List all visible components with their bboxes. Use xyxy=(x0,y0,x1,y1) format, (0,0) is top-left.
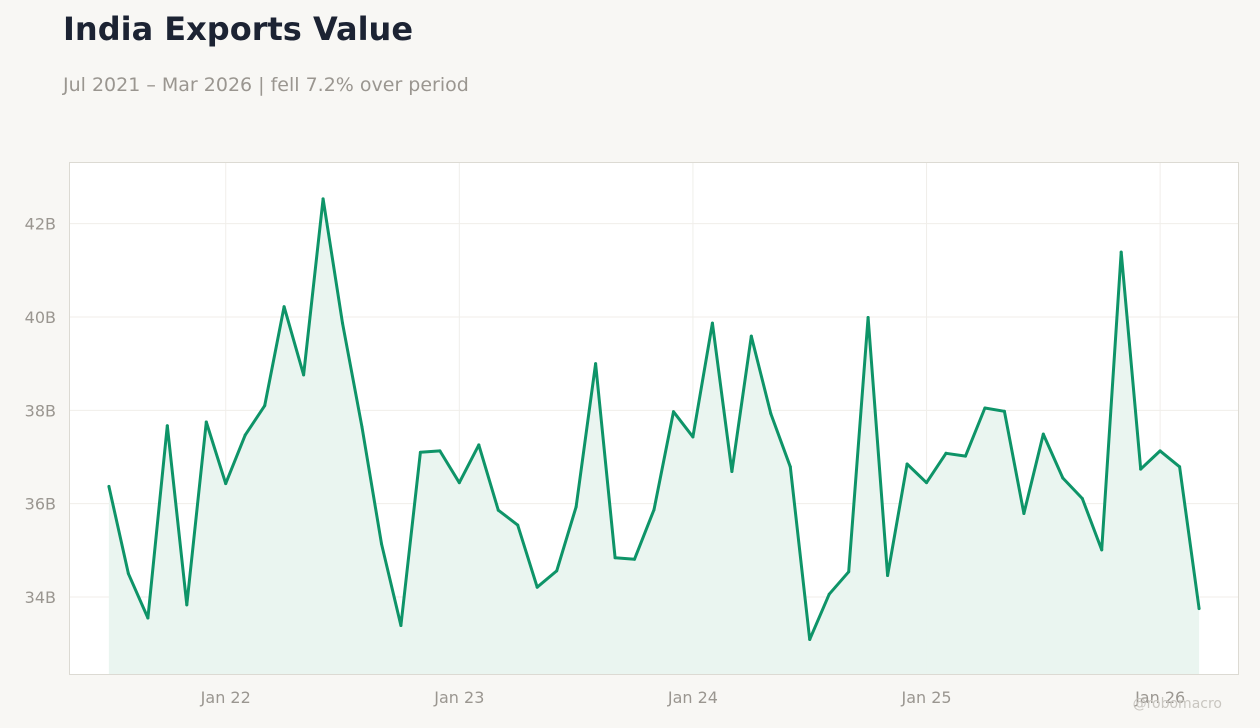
data-point xyxy=(535,585,539,589)
data-point xyxy=(243,433,247,437)
x-tick-label: Jan 22 xyxy=(200,688,251,707)
data-point xyxy=(1080,497,1084,501)
data-point xyxy=(224,482,228,486)
data-point xyxy=(1178,465,1182,469)
data-point xyxy=(379,542,383,546)
x-tick-label: Jan 24 xyxy=(667,688,718,707)
data-point xyxy=(808,637,812,641)
source-credit: @robomacro xyxy=(1132,696,1222,712)
data-point xyxy=(107,484,111,488)
data-point xyxy=(886,574,890,578)
y-tick-label: 42B xyxy=(25,215,56,234)
data-point xyxy=(185,603,189,607)
data-point xyxy=(516,523,520,527)
data-point xyxy=(613,556,617,560)
data-point xyxy=(944,451,948,455)
data-point xyxy=(925,481,929,485)
data-point xyxy=(788,465,792,469)
chart-title: India Exports Value xyxy=(63,10,414,48)
data-point xyxy=(165,424,169,428)
data-point xyxy=(263,404,267,408)
data-point xyxy=(321,197,325,201)
data-point xyxy=(633,557,637,561)
y-tick-label: 38B xyxy=(25,401,56,420)
data-point xyxy=(1022,511,1026,515)
data-point xyxy=(963,454,967,458)
data-point xyxy=(146,616,150,620)
x-tick-label: Jan 25 xyxy=(900,688,951,707)
y-tick-label: 36B xyxy=(25,495,56,514)
data-point xyxy=(1061,476,1065,480)
x-tick-label: Jan 26 xyxy=(1134,688,1185,707)
data-point xyxy=(983,406,987,410)
data-point xyxy=(1100,548,1104,552)
y-tick-label: 40B xyxy=(25,308,56,327)
data-point xyxy=(555,569,559,573)
data-point xyxy=(1002,409,1006,413)
data-point xyxy=(594,362,598,366)
data-point xyxy=(457,481,461,485)
data-point xyxy=(827,592,831,596)
data-point xyxy=(905,462,909,466)
data-point xyxy=(302,373,306,377)
x-axis-ticks: Jan 22 Jan 23 Jan 24 Jan 25 Jan 26 xyxy=(200,688,1186,707)
data-point xyxy=(671,410,675,414)
data-point xyxy=(282,305,286,309)
data-point xyxy=(749,334,753,338)
data-point xyxy=(438,449,442,453)
y-axis-ticks: 34B 36B 38B 40B 42B xyxy=(25,215,56,607)
data-point xyxy=(1041,432,1045,436)
y-tick-label: 34B xyxy=(25,588,56,607)
data-point xyxy=(847,570,851,574)
data-point xyxy=(341,321,345,325)
data-point xyxy=(1119,250,1123,254)
data-point xyxy=(418,450,422,454)
data-point xyxy=(399,623,403,627)
data-point xyxy=(204,420,208,424)
data-point xyxy=(710,321,714,325)
data-point xyxy=(1139,467,1143,471)
data-points xyxy=(107,197,1201,641)
data-point xyxy=(1197,607,1201,611)
area-fill xyxy=(108,198,1200,674)
data-point xyxy=(477,443,481,447)
data-point xyxy=(691,435,695,439)
data-point xyxy=(496,508,500,512)
data-point xyxy=(652,508,656,512)
x-tick-label: Jan 23 xyxy=(433,688,484,707)
data-point xyxy=(1158,449,1162,453)
data-point xyxy=(574,505,578,509)
chart-subtitle: Jul 2021 – Mar 2026 | fell 7.2% over per… xyxy=(63,74,469,96)
data-point xyxy=(360,425,364,429)
data-point xyxy=(866,315,870,319)
data-point xyxy=(126,572,130,576)
data-point xyxy=(769,412,773,416)
data-point xyxy=(730,469,734,473)
